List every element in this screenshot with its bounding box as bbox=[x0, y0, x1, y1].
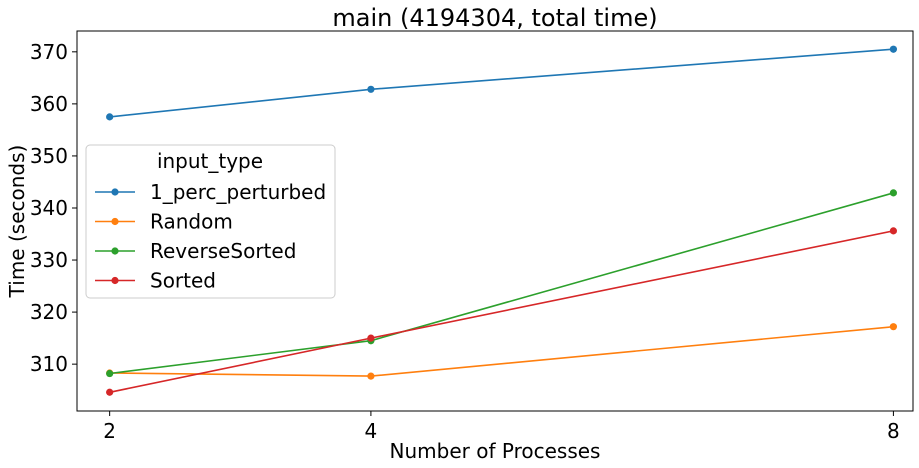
legend-item: ReverseSorted bbox=[95, 239, 296, 263]
chart-title: main (4194304, total time) bbox=[332, 4, 657, 32]
legend-marker bbox=[111, 247, 119, 255]
series-line bbox=[109, 48, 894, 118]
x-axis-label: Number of Processes bbox=[390, 439, 601, 463]
y-tick-label: 340 bbox=[30, 196, 68, 220]
data-point bbox=[106, 369, 114, 378]
legend-marker bbox=[111, 188, 119, 196]
legend-item: Sorted bbox=[95, 269, 216, 293]
legend-title: input_type bbox=[157, 149, 263, 173]
legend-label: 1_perc_perturbed bbox=[150, 180, 326, 204]
data-point bbox=[106, 388, 114, 396]
y-tick-label: 320 bbox=[30, 300, 68, 324]
data-point bbox=[106, 113, 114, 121]
axis-ticks: 2 4 8 310 320 330 340 350 360 370 bbox=[30, 40, 900, 443]
y-tick-label: 370 bbox=[30, 40, 68, 64]
legend-label: Random bbox=[150, 210, 233, 234]
legend-label: Sorted bbox=[150, 269, 216, 293]
legend-items: 1_perc_perturbed Random ReverseSorted Sorte… bbox=[95, 180, 326, 293]
y-axis-label: Time (seconds) bbox=[5, 145, 29, 299]
legend-item: Random bbox=[95, 210, 233, 234]
y-tick-label: 350 bbox=[30, 144, 68, 168]
data-point bbox=[367, 372, 375, 380]
data-point bbox=[889, 323, 898, 331]
x-tick-label: 2 bbox=[103, 419, 116, 443]
y-tick-label: 330 bbox=[30, 248, 68, 272]
plot-frame bbox=[76, 30, 914, 412]
y-tick-label: 360 bbox=[30, 92, 68, 116]
data-point bbox=[367, 334, 375, 342]
x-tick-label: 8 bbox=[887, 419, 900, 443]
series-layer bbox=[106, 45, 898, 396]
legend-box bbox=[85, 144, 336, 299]
legend: input_type 1_perc_perturbed Random Reverse… bbox=[85, 144, 336, 299]
legend-item: 1_perc_perturbed bbox=[95, 180, 326, 204]
legend-marker bbox=[111, 217, 119, 226]
series-Random bbox=[106, 323, 898, 380]
x-tick-label: 4 bbox=[365, 419, 378, 443]
legend-label: ReverseSorted bbox=[150, 239, 296, 263]
series-1_perc_perturbed bbox=[106, 45, 898, 121]
series-Sorted bbox=[106, 227, 898, 396]
data-point bbox=[889, 227, 898, 235]
y-tick-label: 310 bbox=[30, 352, 68, 376]
legend-marker bbox=[111, 276, 119, 285]
data-point bbox=[889, 189, 898, 197]
data-point bbox=[367, 85, 375, 93]
data-point bbox=[889, 45, 898, 53]
